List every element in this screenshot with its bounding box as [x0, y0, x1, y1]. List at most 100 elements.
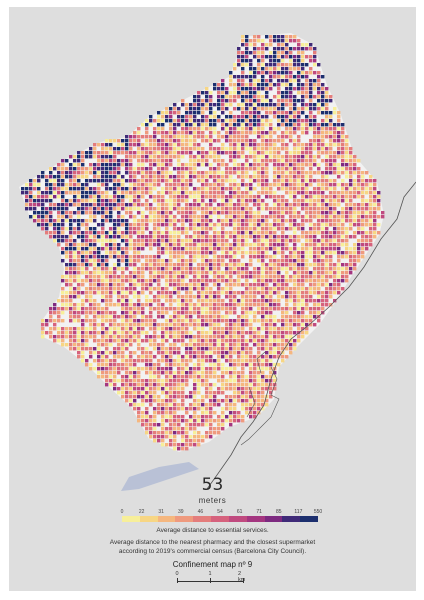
- census-block: [109, 163, 113, 167]
- census-block: [217, 279, 221, 283]
- census-block: [265, 227, 269, 231]
- census-block: [213, 127, 217, 131]
- census-block: [125, 363, 129, 367]
- census-block: [353, 243, 357, 247]
- census-block: [197, 407, 201, 411]
- census-block: [333, 239, 337, 243]
- census-block: [153, 259, 157, 263]
- census-block: [181, 331, 185, 335]
- census-block: [325, 271, 329, 275]
- census-block: [97, 251, 101, 255]
- census-block: [273, 271, 277, 275]
- census-block: [233, 379, 237, 383]
- census-block: [321, 259, 325, 263]
- census-block: [153, 419, 157, 423]
- census-block: [205, 91, 209, 95]
- census-block: [105, 351, 109, 355]
- census-block: [265, 363, 269, 367]
- census-block: [269, 323, 273, 327]
- census-block: [237, 411, 241, 415]
- census-block: [245, 331, 249, 335]
- census-block: [125, 191, 129, 195]
- census-block: [221, 423, 225, 427]
- census-block: [229, 323, 233, 327]
- census-block: [313, 119, 317, 123]
- census-block: [293, 99, 297, 103]
- census-block: [157, 127, 161, 131]
- census-block: [169, 271, 173, 275]
- census-block: [105, 367, 109, 371]
- census-block: [189, 311, 193, 315]
- census-block: [325, 279, 329, 283]
- census-block: [305, 103, 309, 107]
- census-block: [317, 163, 321, 167]
- census-block: [181, 335, 185, 339]
- census-block: [273, 139, 277, 143]
- census-block: [165, 119, 169, 123]
- census-block: [229, 91, 233, 95]
- census-block: [229, 255, 233, 259]
- census-block: [113, 327, 117, 331]
- census-block: [85, 319, 89, 323]
- census-block: [257, 319, 261, 323]
- census-block: [265, 131, 269, 135]
- census-block: [153, 127, 157, 131]
- census-block: [193, 203, 197, 207]
- census-block: [301, 275, 305, 279]
- census-block: [245, 59, 249, 63]
- census-block: [257, 355, 261, 359]
- census-block: [333, 143, 337, 147]
- census-block: [165, 427, 169, 431]
- census-block: [185, 295, 189, 299]
- census-block: [49, 331, 53, 335]
- census-block: [181, 371, 185, 375]
- census-block: [253, 163, 257, 167]
- census-block: [181, 191, 185, 195]
- census-block: [369, 203, 373, 207]
- census-block: [165, 331, 169, 335]
- census-block: [129, 367, 133, 371]
- census-block: [297, 163, 301, 167]
- census-block: [65, 167, 69, 171]
- census-block: [309, 183, 313, 187]
- census-block: [301, 95, 305, 99]
- census-block: [309, 207, 313, 211]
- census-block: [113, 387, 117, 391]
- census-block: [305, 159, 309, 163]
- census-block: [89, 147, 93, 151]
- census-block: [157, 271, 161, 275]
- census-block: [305, 235, 309, 239]
- census-block: [341, 287, 345, 291]
- census-block: [193, 259, 197, 263]
- census-block: [113, 271, 117, 275]
- census-block: [277, 159, 281, 163]
- census-block: [149, 275, 153, 279]
- census-block: [305, 259, 309, 263]
- census-block: [209, 247, 213, 251]
- census-block: [57, 235, 61, 239]
- census-block: [361, 235, 365, 239]
- census-block: [177, 119, 181, 123]
- census-block: [289, 219, 293, 223]
- census-block: [93, 323, 97, 327]
- census-block: [265, 359, 269, 363]
- census-block: [117, 391, 121, 395]
- census-block: [273, 327, 277, 331]
- census-block: [45, 231, 49, 235]
- census-block: [45, 195, 49, 199]
- census-block: [253, 51, 257, 55]
- census-block: [321, 251, 325, 255]
- census-block: [301, 283, 305, 287]
- census-block: [157, 351, 161, 355]
- census-block: [189, 143, 193, 147]
- census-block: [177, 431, 181, 435]
- census-block: [229, 271, 233, 275]
- census-block: [117, 259, 121, 263]
- census-block: [85, 183, 89, 187]
- census-block: [205, 431, 209, 435]
- census-block: [189, 139, 193, 143]
- census-block: [73, 307, 77, 311]
- census-block: [145, 155, 149, 159]
- census-block: [253, 315, 257, 319]
- census-block: [69, 259, 73, 263]
